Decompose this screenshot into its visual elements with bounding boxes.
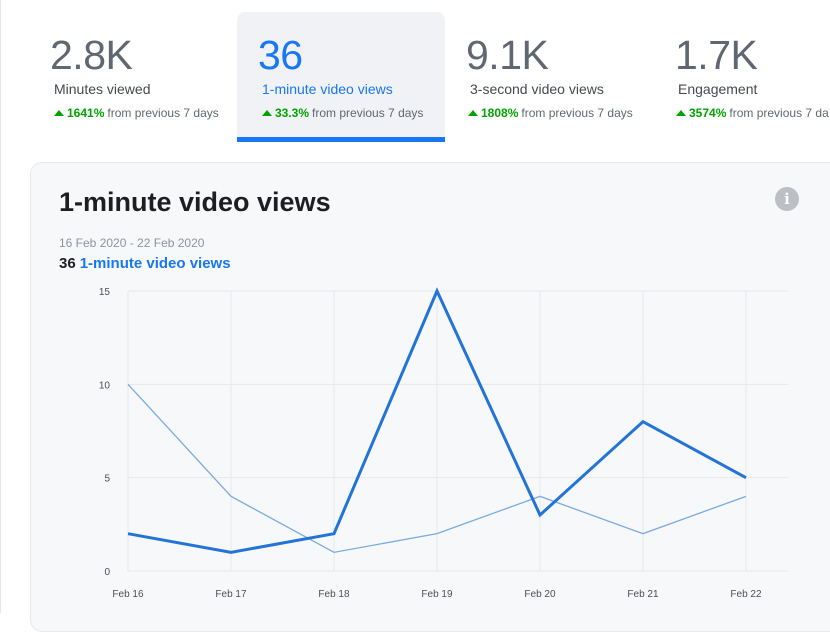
y-tick-label: 0 [104, 567, 110, 578]
x-tick-label: Feb 18 [318, 589, 350, 600]
y-tick-label: 10 [99, 380, 111, 391]
y-tick-label: 5 [104, 474, 110, 485]
x-tick-label: Feb 19 [421, 589, 453, 600]
x-tick-label: Feb 22 [730, 589, 762, 600]
x-tick-label: Feb 21 [627, 589, 659, 600]
x-tick-label: Feb 16 [112, 589, 144, 600]
y-tick-label: 15 [99, 287, 111, 298]
line-chart: 0 5 10 15 Feb 16 Feb 17 Feb 18 Feb 19 Feb 20 Feb … [0, 0, 830, 613]
x-tick-label: Feb 17 [215, 589, 247, 600]
x-tick-label: Feb 20 [524, 589, 556, 600]
